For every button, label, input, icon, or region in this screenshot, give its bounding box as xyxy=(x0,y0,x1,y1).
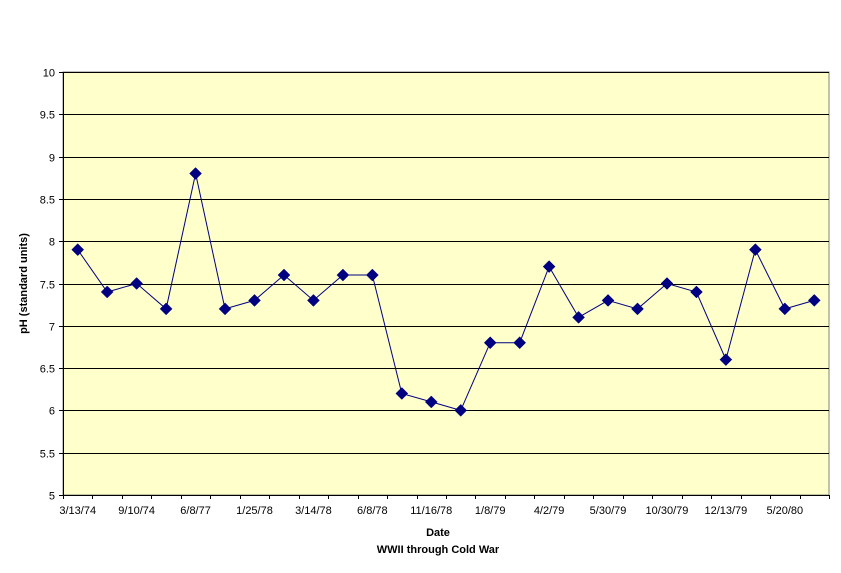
y-tick-label: 8.5 xyxy=(40,195,55,207)
y-tick-label: 6 xyxy=(49,406,55,418)
data-point-marker xyxy=(690,285,703,299)
data-point-marker xyxy=(218,302,232,316)
x-tick-label: 1/25/78 xyxy=(236,505,273,517)
y-tick-label: 9 xyxy=(49,153,55,165)
y-tick-label: 5.5 xyxy=(40,449,55,461)
data-point-marker xyxy=(631,302,644,316)
data-point-marker xyxy=(189,167,202,180)
series-pH xyxy=(71,167,821,417)
data-point-marker xyxy=(307,294,320,307)
x-tick-label: 3/14/78 xyxy=(295,505,332,517)
gridlines xyxy=(63,72,829,496)
data-point-marker xyxy=(542,260,556,273)
x-axis-subtitle: WWII through Cold War xyxy=(377,544,500,556)
data-point-marker xyxy=(572,310,585,324)
x-tick-label: 12/13/79 xyxy=(704,505,747,517)
x-tick-label: 3/13/74 xyxy=(59,505,96,517)
data-point-marker xyxy=(748,243,762,257)
plot-area xyxy=(62,71,830,496)
y-tick-label: 5 xyxy=(49,491,55,503)
y-tick-label: 7.5 xyxy=(40,280,55,292)
data-point-marker xyxy=(807,294,821,307)
data-point-marker xyxy=(719,353,733,366)
data-point-marker xyxy=(454,404,468,417)
x-tick-label: 11/16/78 xyxy=(410,505,452,517)
x-axis-title: Date xyxy=(426,527,450,539)
y-tick-label: 9.5 xyxy=(40,110,55,122)
data-point-marker xyxy=(100,285,114,299)
data-point-marker xyxy=(130,277,144,290)
x-tick-label: 5/30/79 xyxy=(590,505,627,517)
data-point-marker xyxy=(395,387,409,400)
data-point-marker xyxy=(159,302,173,316)
data-point-marker xyxy=(277,268,291,282)
y-axis-ticks: 5 5.5 6 6.5 7 7.5 8 8.5 9 9.5 10 xyxy=(40,68,63,503)
y-axis-title: pH (standard units) xyxy=(18,233,30,334)
data-point-marker xyxy=(424,395,438,409)
x-tick-label: 4/2/79 xyxy=(534,505,565,517)
data-point-marker xyxy=(365,268,379,282)
x-tick-label: 5/20/80 xyxy=(766,505,803,517)
x-tick-label: 6/8/77 xyxy=(180,505,211,517)
x-tick-label: 10/30/79 xyxy=(646,505,689,517)
x-tick-label: 6/8/78 xyxy=(357,505,388,517)
data-point-marker xyxy=(513,336,527,350)
data-point-marker xyxy=(778,302,792,316)
x-tick-label: 1/8/79 xyxy=(475,505,506,517)
x-axis-ticks: 3/13/74 9/10/74 6/8/77 1/25/78 3/14/78 6/8/78… xyxy=(59,495,830,517)
y-tick-label: 7 xyxy=(49,322,55,334)
y-tick-label: 8 xyxy=(49,237,55,249)
y-tick-label: 10 xyxy=(43,68,55,80)
x-tick-label: 9/10/74 xyxy=(118,505,155,517)
data-point-marker xyxy=(660,277,674,290)
data-point-marker xyxy=(336,268,350,282)
data-point-marker xyxy=(601,294,615,307)
data-point-marker xyxy=(248,294,261,307)
y-tick-label: 6.5 xyxy=(40,364,55,376)
data-point-marker xyxy=(71,243,85,257)
data-point-marker xyxy=(483,336,497,350)
